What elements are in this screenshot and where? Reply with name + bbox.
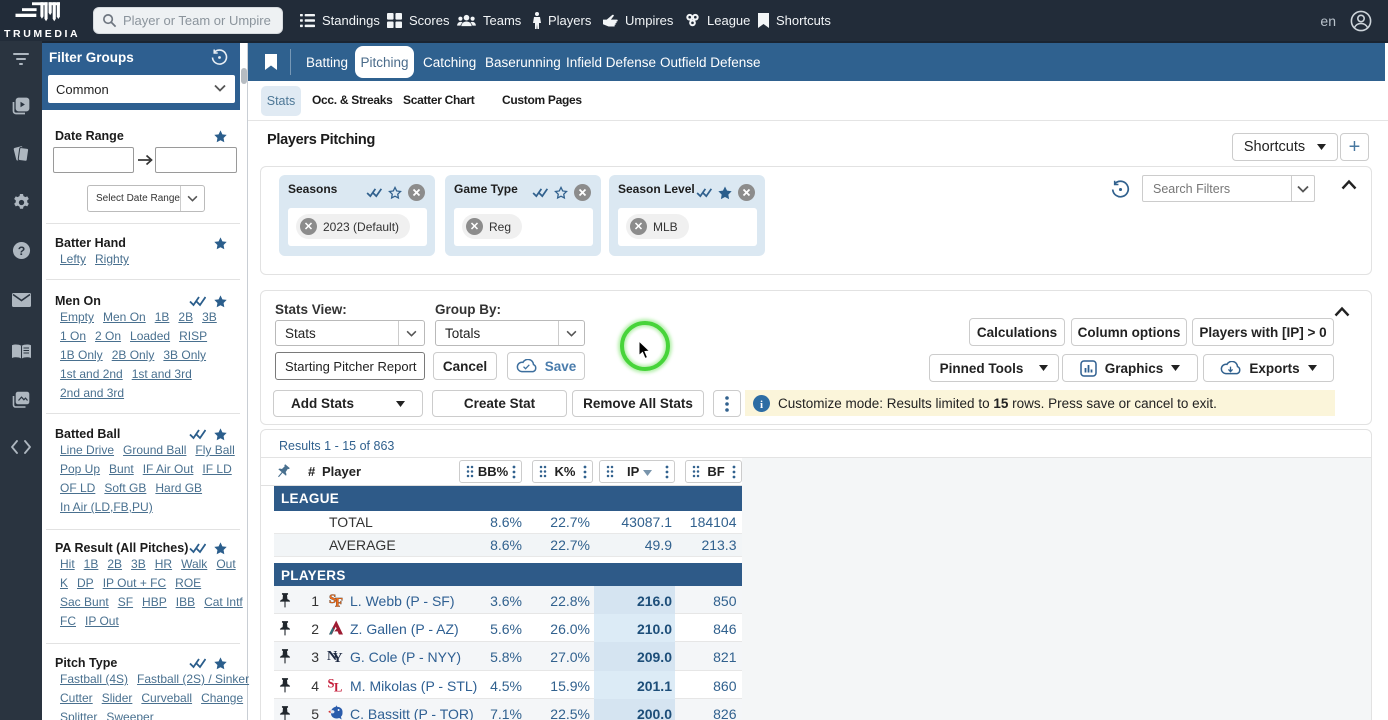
svg-text:S: S [328, 676, 335, 690]
svg-text:N: N [327, 649, 337, 664]
svg-text:S: S [329, 591, 336, 606]
svg-text:L: L [334, 680, 342, 694]
svg-text:?: ? [17, 244, 25, 258]
svg-text:F: F [335, 594, 343, 609]
svg-text:Y: Y [333, 651, 343, 665]
svg-text:i: i [760, 399, 763, 411]
